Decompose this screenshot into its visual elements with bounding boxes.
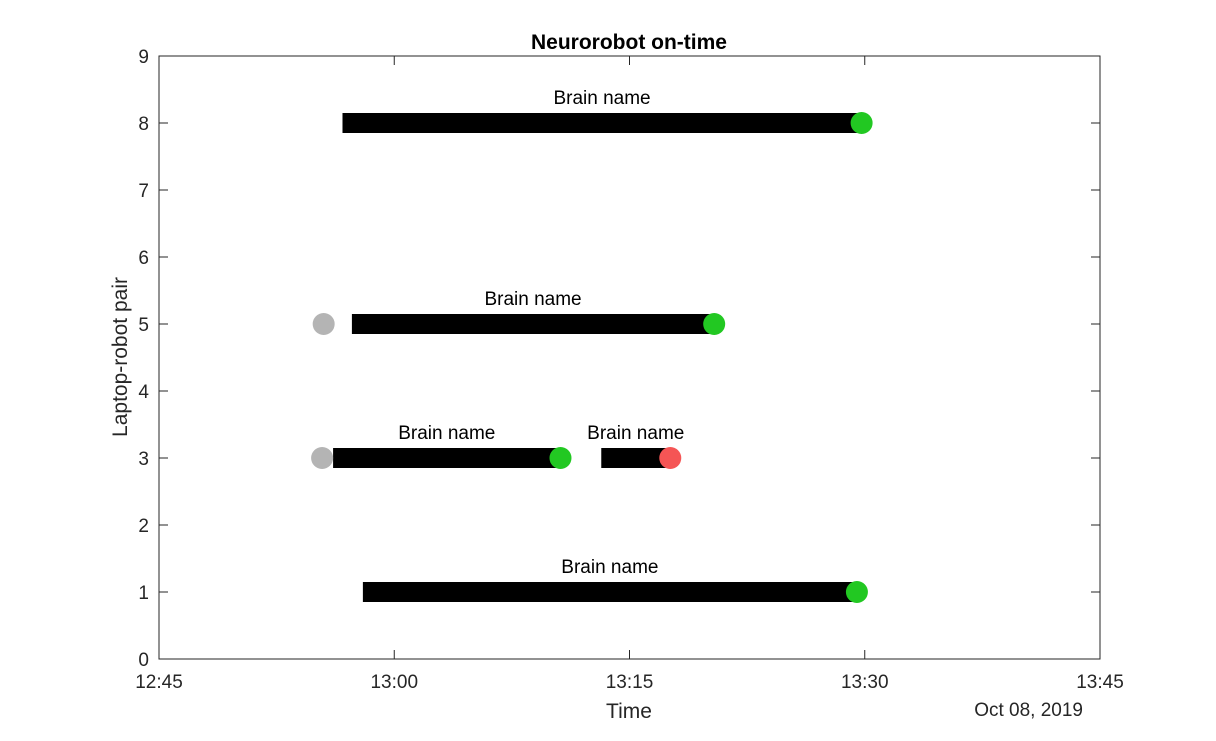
- y-tick-label: 2: [138, 516, 149, 537]
- x-axis: 12:45 13:00 13:15 13:30 13:45: [135, 56, 1124, 693]
- session-labels: Brain name Brain name Brain name Brain name…: [398, 88, 684, 578]
- idle-marker: [311, 447, 334, 469]
- x-tick-label: 13:45: [1076, 672, 1124, 693]
- session-end-marker-ok: [845, 581, 868, 603]
- session-label: Brain name: [553, 88, 650, 109]
- y-tick-label: 3: [138, 449, 149, 470]
- y-tick-label: 7: [138, 181, 149, 202]
- session-end-marker-error: [659, 447, 682, 469]
- y-axis: 0 1 2 3 4 5 6 7 8 9: [138, 47, 1100, 671]
- session-bar: [333, 448, 561, 468]
- x-tick-label: 12:45: [135, 672, 183, 693]
- status-markers: [311, 112, 873, 603]
- x-tick-label: 13:30: [841, 672, 889, 693]
- x-axis-title: Time: [606, 700, 652, 723]
- y-tick-label: 4: [138, 382, 149, 403]
- session-label: Brain name: [587, 423, 684, 444]
- y-tick-label: 5: [138, 315, 149, 336]
- session-label: Brain name: [561, 557, 658, 578]
- session-end-marker-ok: [850, 112, 873, 134]
- session-bar: [362, 582, 857, 602]
- session-end-marker-ok: [703, 313, 726, 335]
- session-label: Brain name: [398, 423, 495, 444]
- session-bars: [333, 113, 862, 602]
- y-tick-label: 0: [138, 650, 149, 671]
- y-tick-label: 1: [138, 583, 149, 604]
- session-bar: [601, 448, 671, 468]
- chart-title: Neurorobot on-time: [531, 31, 727, 54]
- session-bar: [342, 113, 862, 133]
- x-tick-label: 13:15: [606, 672, 654, 693]
- y-tick-label: 6: [138, 248, 149, 269]
- session-label: Brain name: [484, 289, 581, 310]
- y-tick-label: 8: [138, 114, 149, 135]
- idle-marker: [312, 313, 335, 335]
- x-tick-label: 13:00: [370, 672, 418, 693]
- date-label: Oct 08, 2019: [974, 700, 1083, 721]
- session-end-marker-ok: [549, 447, 572, 469]
- y-axis-title: Laptop-robot pair: [109, 277, 132, 437]
- session-bar: [351, 314, 715, 334]
- y-tick-label: 9: [138, 47, 149, 68]
